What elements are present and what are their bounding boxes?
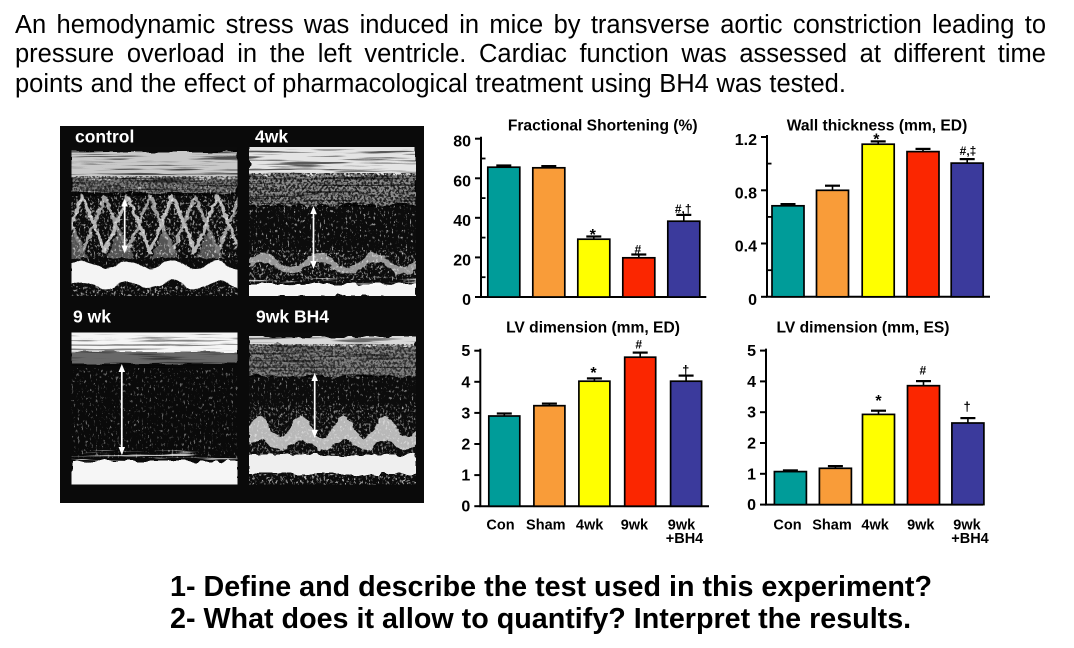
svg-text:40: 40 (453, 213, 471, 230)
svg-text:0.4: 0.4 (735, 239, 757, 256)
svg-text:#,†: #,† (675, 202, 692, 216)
svg-text:Con: Con (773, 517, 801, 533)
svg-text:#,‡: #,‡ (960, 144, 977, 158)
svg-text:4: 4 (461, 374, 470, 391)
svg-text:0.8: 0.8 (735, 185, 757, 202)
svg-text:4: 4 (747, 374, 756, 391)
svg-text:LV dimension (mm, ED): LV dimension (mm, ED) (506, 320, 680, 337)
svg-text:0: 0 (747, 497, 756, 514)
svg-text:4wk: 4wk (255, 126, 288, 146)
svg-text:Sham: Sham (812, 517, 852, 533)
svg-text:#: # (635, 243, 642, 257)
svg-text:5: 5 (461, 343, 470, 360)
svg-text:0: 0 (462, 292, 471, 309)
svg-text:#: # (920, 364, 927, 378)
svg-text:Con: Con (486, 517, 514, 533)
svg-text:4wk: 4wk (861, 517, 889, 533)
svg-text:control: control (75, 126, 134, 146)
svg-text:4wk: 4wk (576, 517, 604, 533)
svg-text:0: 0 (748, 292, 757, 309)
svg-text:9wk BH4: 9wk BH4 (256, 306, 329, 326)
svg-text:†: † (682, 363, 689, 378)
svg-text:LV dimension (mm, ES): LV dimension (mm, ES) (777, 320, 950, 337)
svg-text:+BH4: +BH4 (951, 531, 988, 547)
svg-text:9wk: 9wk (668, 517, 696, 533)
svg-text:*: * (873, 132, 880, 149)
svg-text:1: 1 (747, 466, 756, 483)
svg-text:9wk: 9wk (953, 517, 981, 533)
svg-text:Wall thickness (mm, ED): Wall thickness (mm, ED) (787, 118, 968, 135)
svg-text:1.2: 1.2 (735, 132, 757, 149)
svg-text:80: 80 (453, 134, 471, 151)
svg-text:1: 1 (461, 468, 470, 485)
svg-text:†: † (963, 399, 970, 414)
svg-text:*: * (590, 227, 597, 244)
svg-text:60: 60 (453, 173, 471, 190)
svg-text:#: # (635, 337, 642, 351)
svg-text:3: 3 (461, 405, 470, 422)
svg-text:5: 5 (747, 343, 756, 360)
svg-text:+BH4: +BH4 (666, 531, 703, 547)
svg-text:9wk: 9wk (907, 517, 935, 533)
svg-text:20: 20 (453, 252, 471, 269)
svg-text:*: * (590, 365, 597, 382)
svg-text:2: 2 (461, 437, 470, 454)
svg-text:0: 0 (461, 499, 470, 516)
svg-text:Sham: Sham (526, 517, 566, 533)
svg-text:*: * (875, 393, 882, 410)
svg-text:2: 2 (747, 436, 756, 453)
svg-text:9 wk: 9 wk (73, 306, 111, 326)
svg-text:9wk: 9wk (621, 517, 649, 533)
svg-text:Fractional Shortening (%): Fractional Shortening (%) (508, 118, 698, 135)
svg-text:3: 3 (747, 405, 756, 422)
